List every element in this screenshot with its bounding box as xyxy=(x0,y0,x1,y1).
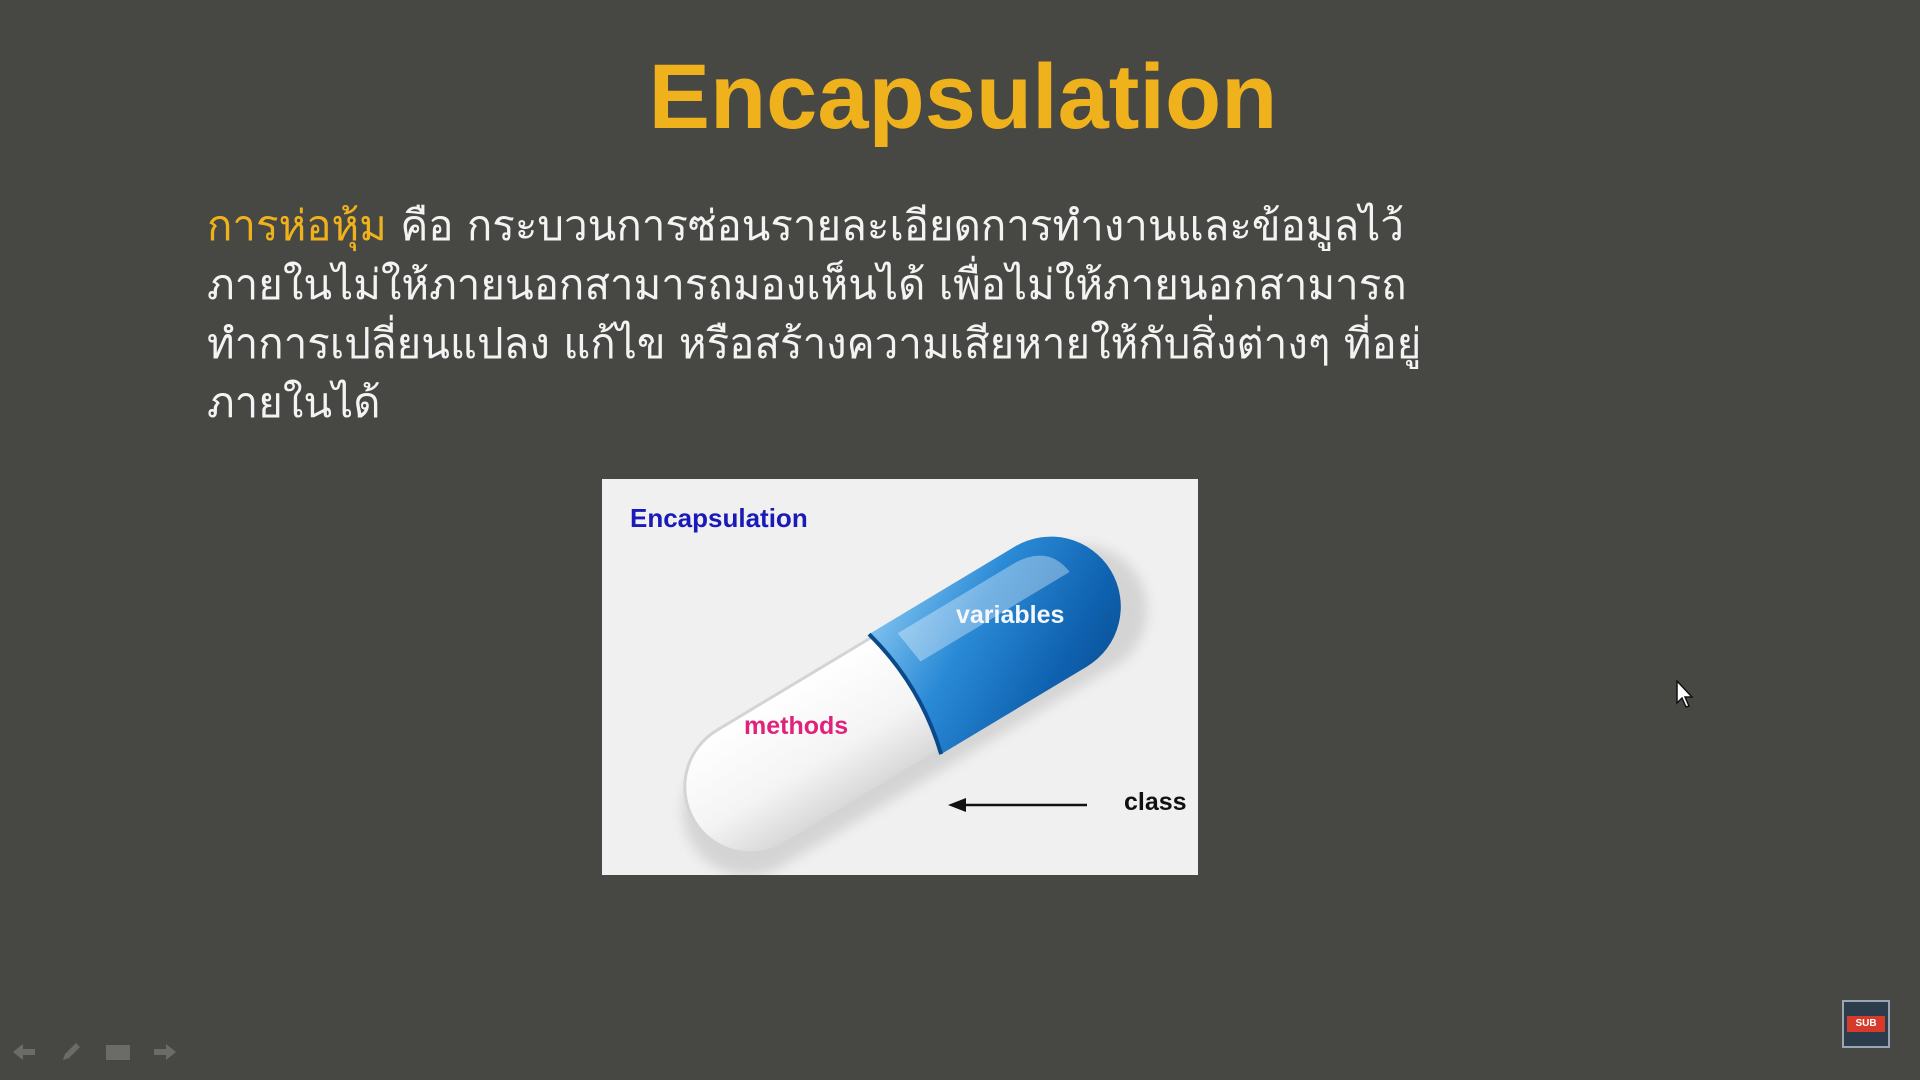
capsule-illustration xyxy=(682,536,1148,875)
body-line-3: ทำการเปลี่ยนแปลง แก้ไข หรือสร้างความเสีย… xyxy=(207,319,1422,368)
body-line-1-rest: คือ กระบวนการซ่อนรายละเอียดการทำงานและข้… xyxy=(386,201,1404,250)
body-line-1: การห่อหุ้ม คือ กระบวนการซ่อนรายละเอียดกา… xyxy=(207,196,1607,255)
class-arrow-head xyxy=(948,798,966,812)
body-line-2: ภายในไม่ให้ภายนอกสามารถมองเห็นได้ เพื่อไ… xyxy=(207,260,1407,309)
highlighted-term: การห่อหุ้ม xyxy=(207,201,387,250)
body-line-4: ภายในได้ xyxy=(207,378,381,427)
subscribe-badge-label: SUB xyxy=(1847,1016,1885,1032)
slides-icon xyxy=(106,1045,130,1060)
next-slide-button[interactable] xyxy=(151,1038,179,1066)
mouse-cursor-icon xyxy=(1676,680,1694,708)
pen-icon xyxy=(63,1043,80,1060)
variables-label: variables xyxy=(956,601,1065,629)
slide-title: Encapsulation xyxy=(648,46,1278,148)
slide-body-text: การห่อหุ้ม คือ กระบวนการซ่อนรายละเอียดกา… xyxy=(207,196,1607,432)
subscribe-badge[interactable]: SUB xyxy=(1842,1000,1890,1048)
pen-tool-button[interactable] xyxy=(57,1038,85,1066)
slideshow-navigation xyxy=(10,1038,179,1066)
slide-menu-button[interactable] xyxy=(104,1038,132,1066)
figure-title: Encapsulation xyxy=(630,503,808,533)
capsule-blue-half xyxy=(867,536,1121,755)
capsule-white-half xyxy=(683,620,967,855)
arrow-left-icon xyxy=(13,1044,35,1060)
arrow-right-icon xyxy=(154,1044,176,1060)
encapsulation-capsule-figure: Encapsulation variables methods class xyxy=(602,479,1198,875)
previous-slide-button[interactable] xyxy=(10,1038,38,1066)
class-label: class xyxy=(1124,788,1187,816)
methods-label: methods xyxy=(744,712,849,740)
